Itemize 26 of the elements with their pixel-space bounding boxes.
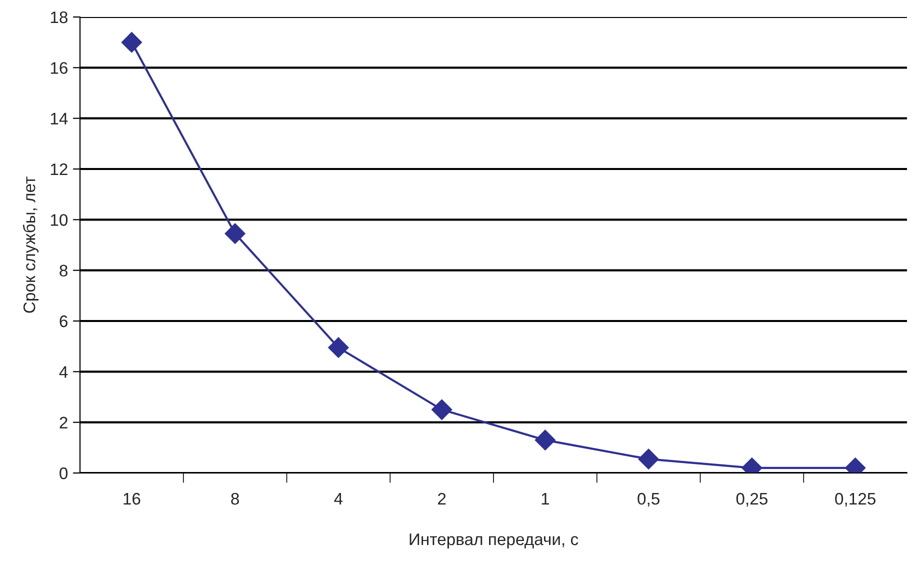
point	[534, 430, 556, 450]
x-tick-label: 0,125	[835, 492, 876, 507]
y-tick-label: 8	[60, 264, 68, 277]
x-tick-label: 2	[438, 492, 446, 505]
x-tick-label: 0,5	[638, 492, 660, 507]
y-tick-label: 18	[50, 11, 68, 24]
x-tick-label: 0,25	[736, 492, 768, 507]
y-tick-label: 2	[60, 416, 68, 428]
point	[224, 223, 246, 244]
y-tick-label: 4	[59, 366, 68, 378]
y-tick-label: 6	[60, 315, 68, 328]
y-tick-label: 16	[50, 62, 68, 74]
x-tick-label: 16	[124, 492, 140, 505]
x-tick-label: 8	[231, 492, 239, 505]
x-tick-label: 4	[334, 493, 343, 505]
point	[121, 32, 142, 53]
x-tick-label: 1	[542, 493, 550, 505]
x-axis-title: Интервал передачи, с	[410, 534, 578, 549]
y-tick-label: 10	[50, 214, 68, 226]
y-tick-label: 14	[50, 112, 68, 124]
point	[328, 337, 349, 358]
y-tick-label: 0	[60, 467, 68, 480]
point	[431, 399, 452, 420]
point	[638, 448, 659, 470]
y-axis-title: Срок службы, лет	[22, 176, 39, 313]
y-tick-label: 12	[50, 163, 68, 176]
